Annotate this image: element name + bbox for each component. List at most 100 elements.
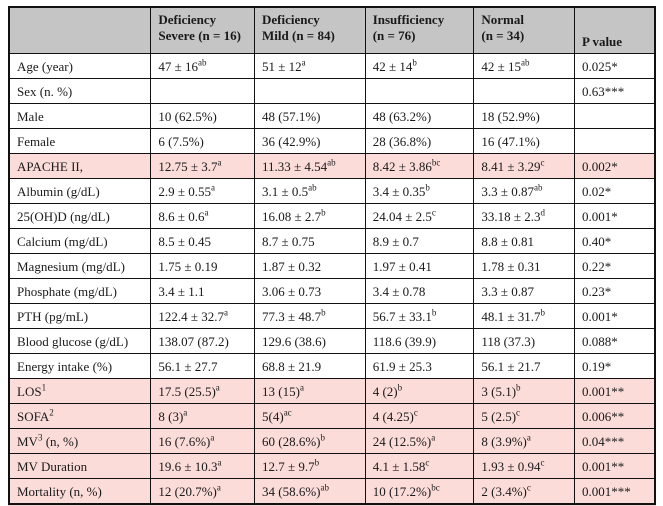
- table-cell: 3.4 ± 1.1: [150, 278, 256, 304]
- table-row: Female 6 (7.5%) 36 (42.9%) 28 (36.8%) 16 (47…: [8, 128, 656, 154]
- row-label: PTH (pg/mL): [8, 303, 152, 329]
- table-row: PTH (pg/mL) 122.4 ± 32.7a 77.3 ± 48.7b 56.7…: [8, 303, 656, 329]
- row-label: APACHE II,: [8, 153, 152, 179]
- table-row: Mortality (n, %) 12 (20.7%)a 34 (58.6%)ab 1…: [8, 478, 656, 505]
- table-cell: 13 (15)a: [254, 378, 366, 404]
- table-cell: 3.06 ± 0.73: [254, 278, 366, 304]
- table-cell: 42 ± 15ab: [473, 53, 575, 79]
- table-cell: 28 (36.8%): [364, 128, 475, 154]
- column-header-1: Deficiency Severe (n = 16): [150, 6, 256, 54]
- table-cell: 0.025*: [573, 53, 656, 79]
- row-label: MV Duration: [8, 453, 152, 479]
- table-cell: 4.1 ± 1.58c: [364, 453, 475, 479]
- table-row: Blood glucose (g/dL) 138.07 (87.2) 129.6 (…: [8, 328, 656, 354]
- table-cell: 0.001*: [573, 303, 656, 329]
- table-row: APACHE II, 12.75 ± 3.7a 11.33 ± 4.54ab 8.42…: [8, 153, 656, 179]
- table-cell: [150, 78, 256, 104]
- table-row: Magnesium (mg/dL) 1.75 ± 0.19 1.87 ± 0.32 1…: [8, 253, 656, 279]
- table-row: Age (year) 47 ± 16ab 51 ± 12a 42 ± 14b 42 ± …: [8, 53, 656, 79]
- table-row: 25(OH)D (ng/dL) 8.6 ± 0.6a 16.08 ± 2.7b 24.…: [8, 203, 656, 229]
- table-cell: 0.002*: [573, 153, 656, 179]
- table-row: MV Duration 19.6 ± 10.3a 12.7 ± 9.7b 4.1 ± …: [8, 453, 656, 479]
- table-cell: 42 ± 14b: [364, 53, 475, 79]
- table-cell: 24.04 ± 2.5c: [364, 203, 475, 229]
- table-cell: 8.7 ± 0.75: [254, 228, 366, 254]
- column-header-2: Deficiency Mild (n = 84): [254, 6, 366, 54]
- table-cell: 0.04***: [573, 428, 656, 454]
- table-cell: 10 (62.5%): [150, 103, 256, 129]
- table-row: Phosphate (mg/dL) 3.4 ± 1.1 3.06 ± 0.73 3.4…: [8, 278, 656, 304]
- table-cell: 122.4 ± 32.7a: [150, 303, 256, 329]
- table-cell: 12.7 ± 9.7b: [254, 453, 366, 479]
- row-label: Blood glucose (g/dL): [8, 328, 152, 354]
- table-cell: 47 ± 16ab: [150, 53, 256, 79]
- column-header-3: Insufficiency (n = 76): [364, 6, 475, 54]
- row-label: LOS1: [8, 378, 152, 404]
- table-cell: 33.18 ± 2.3d: [473, 203, 575, 229]
- column-header-4: Normal (n = 34): [473, 6, 575, 54]
- table-cell: 3.1 ± 0.5ab: [254, 178, 366, 204]
- table-cell: 3.3 ± 0.87ab: [473, 178, 575, 204]
- table-cell: 8.8 ± 0.81: [473, 228, 575, 254]
- row-label: MV3 (n, %): [8, 428, 152, 454]
- table-row: SOFA2 8 (3)a 5(4)ac 4 (4.25)c 5 (2.5)c 0.006*…: [8, 403, 656, 429]
- table-cell: 12.75 ± 3.7a: [150, 153, 256, 179]
- table-row: MV3 (n, %) 16 (7.6%)a 60 (28.6%)b 24 (12.5%…: [8, 428, 656, 454]
- clinical-characteristics-table: Deficiency Severe (n = 16) Deficiency Mil…: [8, 6, 656, 505]
- table-cell: 1.75 ± 0.19: [150, 253, 256, 279]
- table-cell: 48 (57.1%): [254, 103, 366, 129]
- table-row: Energy intake (%) 56.1 ± 27.7 68.8 ± 21.9 6…: [8, 353, 656, 379]
- row-label: Energy intake (%): [8, 353, 152, 379]
- table-cell: 0.006**: [573, 403, 656, 429]
- table-cell: 16 (47.1%): [473, 128, 575, 154]
- table-cell: 24 (12.5%)a: [364, 428, 475, 454]
- table-cell: [473, 78, 575, 104]
- table-cell: 6 (7.5%): [150, 128, 256, 154]
- table-cell: 4 (4.25)c: [364, 403, 475, 429]
- table-cell: 8.6 ± 0.6a: [150, 203, 256, 229]
- table-cell: 10 (17.2%)bc: [364, 478, 475, 505]
- table-cell: 51 ± 12a: [254, 53, 366, 79]
- table-cell: 17.5 (25.5)a: [150, 378, 256, 404]
- table-body: Age (year) 47 ± 16ab 51 ± 12a 42 ± 14b 42 ± …: [8, 53, 656, 505]
- table-cell: 2 (3.4%)c: [473, 478, 575, 505]
- row-label: Sex (n. %): [8, 78, 152, 104]
- row-label: Phosphate (mg/dL): [8, 278, 152, 304]
- column-header-5: P value: [573, 6, 656, 54]
- table-cell: 8.9 ± 0.7: [364, 228, 475, 254]
- table-cell: 118.6 (39.9): [364, 328, 475, 354]
- table-cell: 3.4 ± 0.78: [364, 278, 475, 304]
- table-cell: 61.9 ± 25.3: [364, 353, 475, 379]
- table-cell: 36 (42.9%): [254, 128, 366, 154]
- table-cell: 11.33 ± 4.54ab: [254, 153, 366, 179]
- table-cell: 1.93 ± 0.94c: [473, 453, 575, 479]
- table-cell: 0.088*: [573, 328, 656, 354]
- table-cell: 3 (5.1)b: [473, 378, 575, 404]
- table-cell: 60 (28.6%)b: [254, 428, 366, 454]
- table-cell: 0.001**: [573, 453, 656, 479]
- table-cell: 0.23*: [573, 278, 656, 304]
- table-cell: 48 (63.2%): [364, 103, 475, 129]
- table-cell: 1.97 ± 0.41: [364, 253, 475, 279]
- table-cell: 4 (2)b: [364, 378, 475, 404]
- header-row: Deficiency Severe (n = 16) Deficiency Mil…: [8, 6, 656, 54]
- row-label: Mortality (n, %): [8, 478, 152, 505]
- row-label: Female: [8, 128, 152, 154]
- table-cell: 0.001***: [573, 478, 656, 505]
- table-cell: 0.001**: [573, 378, 656, 404]
- table-cell: 0.63***: [573, 78, 656, 104]
- table-cell: 0.22*: [573, 253, 656, 279]
- table-cell: [254, 78, 366, 104]
- row-label: Magnesium (mg/dL): [8, 253, 152, 279]
- table-cell: 1.78 ± 0.31: [473, 253, 575, 279]
- table-cell: 19.6 ± 10.3a: [150, 453, 256, 479]
- table-cell: 5(4)ac: [254, 403, 366, 429]
- table-cell: 3.3 ± 0.87: [473, 278, 575, 304]
- table-cell: 0.19*: [573, 353, 656, 379]
- table-cell: 138.07 (87.2): [150, 328, 256, 354]
- table-cell: 77.3 ± 48.7b: [254, 303, 366, 329]
- table-cell: 0.40*: [573, 228, 656, 254]
- table-row: Calcium (mg/dL) 8.5 ± 0.45 8.7 ± 0.75 8.9 ±…: [8, 228, 656, 254]
- row-label: Male: [8, 103, 152, 129]
- table-cell: 1.87 ± 0.32: [254, 253, 366, 279]
